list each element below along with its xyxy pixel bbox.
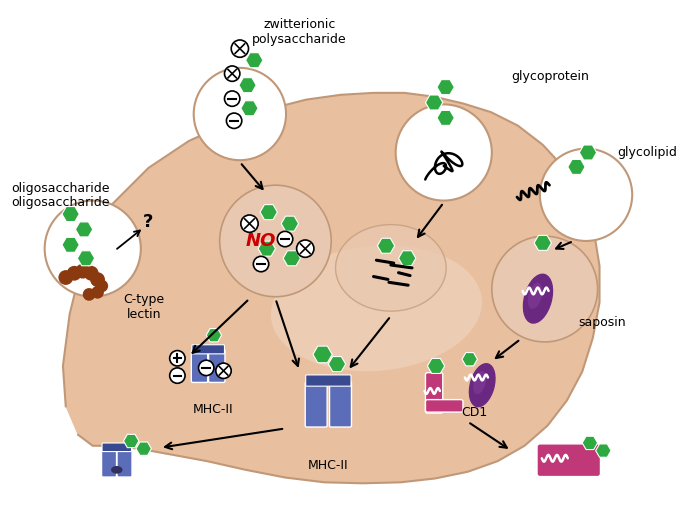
Ellipse shape <box>336 225 446 311</box>
Text: saposin: saposin <box>578 316 626 329</box>
Ellipse shape <box>111 466 123 474</box>
Circle shape <box>297 240 314 257</box>
FancyBboxPatch shape <box>192 344 225 354</box>
Polygon shape <box>377 238 395 253</box>
Polygon shape <box>462 352 477 366</box>
Text: glycoprotein: glycoprotein <box>511 70 589 83</box>
Ellipse shape <box>473 371 486 394</box>
Circle shape <box>225 91 240 107</box>
Polygon shape <box>534 235 551 250</box>
Text: NO: NO <box>246 232 276 250</box>
Polygon shape <box>77 251 95 266</box>
FancyBboxPatch shape <box>329 382 351 427</box>
FancyBboxPatch shape <box>101 447 116 477</box>
FancyBboxPatch shape <box>425 400 463 412</box>
Text: glycolipid: glycolipid <box>616 146 677 159</box>
Text: oligosaccharide: oligosaccharide <box>11 182 110 195</box>
Circle shape <box>396 104 492 200</box>
Circle shape <box>227 113 242 128</box>
Circle shape <box>492 236 597 342</box>
FancyBboxPatch shape <box>117 447 132 477</box>
Circle shape <box>241 215 258 232</box>
Text: zwitterionic
polysaccharide: zwitterionic polysaccharide <box>252 18 347 46</box>
Ellipse shape <box>271 245 482 371</box>
Polygon shape <box>568 160 585 174</box>
Polygon shape <box>239 78 256 93</box>
Circle shape <box>220 185 332 297</box>
Circle shape <box>91 286 104 299</box>
Circle shape <box>58 270 73 285</box>
Text: MHC-II: MHC-II <box>192 402 234 416</box>
Polygon shape <box>399 251 416 266</box>
Circle shape <box>67 266 82 281</box>
Polygon shape <box>123 434 139 448</box>
Circle shape <box>225 66 240 81</box>
Polygon shape <box>136 442 151 455</box>
Circle shape <box>45 200 141 297</box>
Circle shape <box>95 280 108 293</box>
FancyBboxPatch shape <box>208 349 225 383</box>
Text: MHC-II: MHC-II <box>308 460 349 472</box>
Text: ?: ? <box>142 213 153 231</box>
Circle shape <box>216 363 232 378</box>
Polygon shape <box>62 207 79 222</box>
Circle shape <box>170 368 185 383</box>
Polygon shape <box>283 251 301 266</box>
Polygon shape <box>75 222 92 237</box>
Polygon shape <box>206 329 222 342</box>
FancyBboxPatch shape <box>191 349 208 383</box>
Text: CD1: CD1 <box>461 405 487 419</box>
Circle shape <box>253 257 269 272</box>
Circle shape <box>194 68 286 160</box>
FancyBboxPatch shape <box>102 443 132 452</box>
Polygon shape <box>425 95 443 110</box>
Circle shape <box>540 148 632 241</box>
Ellipse shape <box>527 282 543 309</box>
Polygon shape <box>437 110 454 126</box>
Polygon shape <box>313 346 332 363</box>
Polygon shape <box>580 145 597 160</box>
Polygon shape <box>582 436 597 449</box>
Circle shape <box>84 266 99 281</box>
FancyBboxPatch shape <box>537 444 601 476</box>
Polygon shape <box>437 80 454 94</box>
FancyBboxPatch shape <box>306 375 351 386</box>
Text: oligosaccharide: oligosaccharide <box>11 196 110 209</box>
Polygon shape <box>246 52 263 68</box>
Circle shape <box>199 360 214 376</box>
Ellipse shape <box>523 274 553 323</box>
Polygon shape <box>258 241 275 256</box>
Polygon shape <box>596 444 611 457</box>
Circle shape <box>75 264 90 279</box>
Polygon shape <box>328 357 346 372</box>
Polygon shape <box>427 358 445 374</box>
Circle shape <box>277 231 292 247</box>
Circle shape <box>83 288 95 301</box>
Polygon shape <box>241 101 258 116</box>
PathPatch shape <box>63 93 599 483</box>
Ellipse shape <box>469 364 495 407</box>
Circle shape <box>232 40 249 57</box>
Polygon shape <box>260 205 277 219</box>
Circle shape <box>170 350 185 366</box>
Polygon shape <box>282 216 299 231</box>
FancyBboxPatch shape <box>425 373 443 413</box>
Circle shape <box>90 272 105 287</box>
FancyBboxPatch shape <box>306 382 327 427</box>
Polygon shape <box>62 237 79 252</box>
Text: C-type
lectin: C-type lectin <box>123 293 164 321</box>
